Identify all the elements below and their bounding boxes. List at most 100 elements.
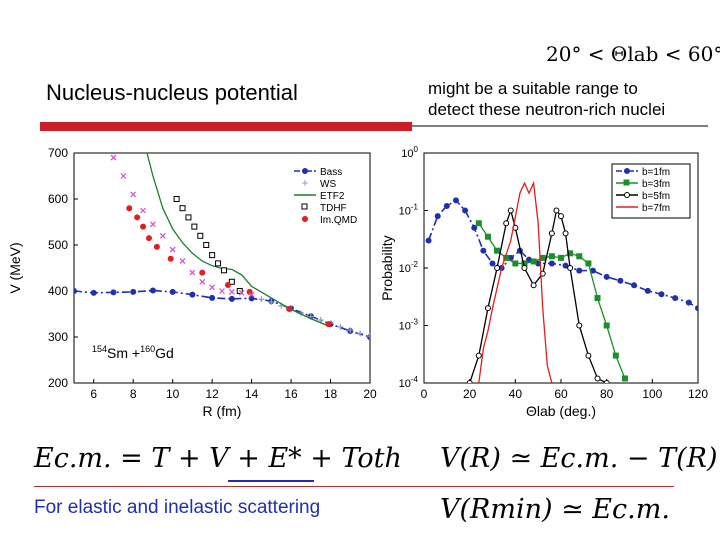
data-point-im-qmd — [140, 223, 147, 230]
title-underline-line — [412, 125, 708, 127]
data-point-b-1fm — [576, 267, 583, 274]
data-point-im-qmd — [224, 282, 231, 289]
data-point-b-5fm — [603, 380, 610, 383]
legend-marker — [623, 179, 630, 186]
legend-label: b=7fm — [642, 203, 670, 214]
data-point-b-5fm — [484, 305, 491, 312]
x-tick-label: 20 — [363, 387, 377, 401]
data-point-bass — [130, 288, 137, 295]
formula-underline — [228, 480, 314, 482]
data-point-unnamed-5 — [238, 289, 245, 296]
y-tick-label: 600 — [48, 192, 68, 206]
x-tick-label: 6 — [90, 387, 97, 401]
data-point-b-3fm — [484, 233, 491, 240]
data-point-b-1fm — [526, 256, 533, 263]
legend-label: b=1fm — [642, 167, 670, 178]
data-point-bass — [149, 287, 156, 294]
data-point-unnamed-5 — [159, 232, 166, 239]
data-point-unnamed-5 — [110, 154, 117, 161]
data-point-b-1fm — [425, 237, 432, 244]
data-point-bass — [228, 295, 235, 302]
plot-frame — [73, 152, 371, 384]
data-point-b-3fm — [530, 258, 537, 265]
data-point-ws — [337, 323, 344, 330]
data-point-im-qmd — [126, 205, 133, 212]
x-tick-label: 10 — [166, 387, 180, 401]
data-point-unnamed-5 — [199, 278, 206, 285]
data-point-im-qmd — [199, 269, 206, 276]
series-line-bass — [74, 289, 370, 338]
data-point-tdhf — [179, 205, 186, 212]
data-point-b-1fm — [462, 207, 469, 214]
x-tick-label: 8 — [130, 387, 137, 401]
y-tick-label: 200 — [48, 376, 68, 390]
x-tick-label: 40 — [509, 387, 523, 401]
data-point-b-1fm — [548, 260, 555, 267]
data-point-im-qmd — [145, 235, 152, 242]
data-point-unnamed-5 — [179, 258, 186, 265]
data-point-tdhf — [185, 214, 192, 221]
data-point-b-5fm — [585, 352, 592, 359]
series-line-b-7fm — [478, 180, 553, 383]
data-point-b-1fm — [452, 197, 459, 204]
probability-chart: 0 20 40 60 80 100 120 10-4 10-3 10-2 10-1 100 Θlab (… — [379, 145, 708, 419]
data-point-unnamed-5 — [140, 207, 146, 214]
note-line-1: might be a suitable range to — [428, 79, 638, 98]
data-point-b-1fm — [658, 291, 665, 298]
data-point-b-5fm — [548, 230, 555, 237]
reaction-annotation: 154Sm +160Gd — [92, 344, 174, 361]
data-point-b-1fm — [603, 273, 610, 280]
data-point-unnamed-5 — [130, 191, 137, 198]
legend-label: b=3fm — [642, 179, 670, 190]
data-point-b-5fm — [558, 213, 564, 220]
x-tick-label: 80 — [600, 387, 614, 401]
data-point-ws — [268, 299, 275, 306]
data-point-unnamed-5 — [228, 288, 235, 295]
data-point-b-1fm — [562, 262, 569, 269]
x-tick-label: 100 — [642, 387, 662, 401]
y-tick-label: 10-2 — [399, 260, 419, 275]
y-tick-label: 700 — [48, 146, 68, 160]
data-point-bass — [209, 294, 216, 301]
data-point-tdhf — [173, 196, 180, 202]
formula-vrmin: V(Rmin) ≃ Ec.m. — [440, 494, 670, 525]
data-point-unnamed-5 — [209, 284, 216, 291]
formula-vr: V(R) ≃ Ec.m. − T(R) — [440, 443, 718, 474]
data-point-b-3fm — [512, 260, 519, 267]
data-point-bass — [74, 288, 77, 294]
data-point-b-5fm — [562, 230, 569, 237]
y-tick-label: 300 — [48, 330, 68, 344]
data-point-im-qmd — [134, 214, 141, 221]
legend-marker — [302, 168, 308, 174]
legend-label: Bass — [320, 167, 342, 178]
data-point-b-1fm — [589, 267, 596, 274]
legend-marker — [301, 203, 308, 210]
y-axis-label: Probability — [379, 235, 395, 300]
data-point-tdhf — [203, 242, 210, 248]
data-point-b-5fm — [507, 207, 514, 214]
legend-label: b=5fm — [642, 191, 670, 202]
data-point-unnamed-5 — [169, 246, 176, 253]
data-point-b-1fm — [443, 202, 450, 209]
y-tick-label: 500 — [48, 238, 68, 252]
data-point-unnamed-5 — [219, 288, 225, 294]
data-point-ws — [258, 296, 265, 303]
y-axis-label: V (MeV) — [7, 242, 23, 293]
data-point-b-5fm — [466, 380, 473, 383]
legend-label: TDHF — [320, 203, 347, 214]
data-point-im-qmd — [167, 255, 174, 262]
data-point-b-1fm — [685, 299, 692, 306]
data-point-b-3fm — [594, 295, 601, 302]
legend-marker — [302, 216, 308, 222]
data-point-b-3fm — [621, 375, 628, 382]
legend-label: ETF2 — [320, 191, 345, 202]
x-tick-label: 14 — [245, 387, 259, 401]
data-point-b-3fm — [494, 247, 501, 254]
legend-label: WS — [320, 179, 336, 190]
x-tick-label: 120 — [688, 387, 708, 401]
data-point-b-3fm — [558, 254, 564, 261]
data-point-b-5fm — [475, 352, 482, 359]
data-point-b-3fm — [475, 220, 482, 227]
